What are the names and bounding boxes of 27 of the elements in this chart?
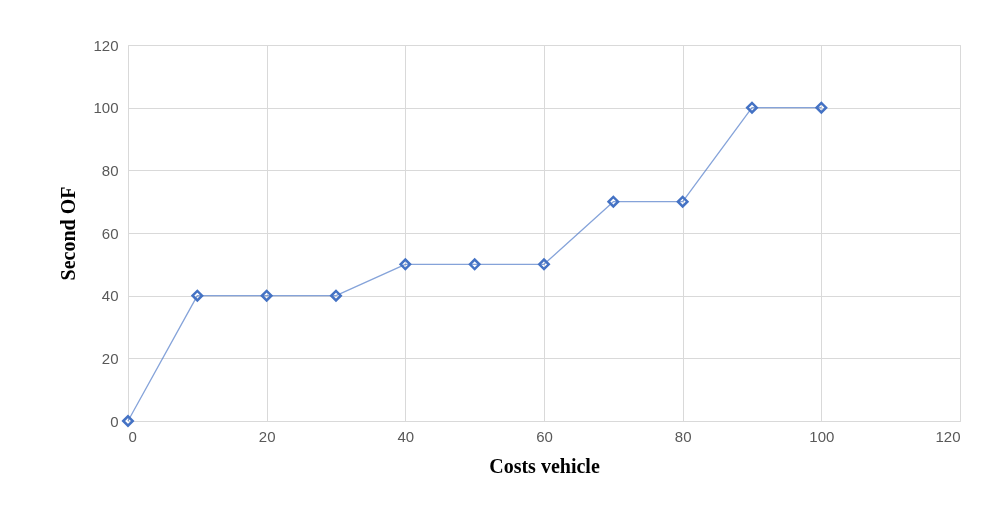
y-tick-label: 100	[93, 99, 119, 117]
y-tick-label: 60	[101, 224, 119, 242]
x-tick-label: 40	[397, 427, 415, 445]
point	[607, 195, 620, 208]
y-axis-title: Second OF	[57, 186, 80, 281]
y-tick-label: 120	[93, 36, 119, 54]
point	[399, 258, 412, 271]
y-tick-label: 40	[101, 287, 119, 305]
point	[676, 195, 689, 208]
point	[746, 101, 758, 114]
x-tick-label: 120	[935, 427, 961, 445]
point	[330, 289, 342, 302]
point	[260, 289, 273, 302]
point	[468, 258, 481, 271]
x-tick-label: 0	[128, 427, 137, 445]
point	[122, 415, 134, 427]
y-tick-label: 20	[101, 349, 119, 367]
y-tick-label: 0	[110, 412, 119, 430]
point	[191, 289, 204, 302]
x-tick-label: 80	[674, 427, 692, 445]
x-tick-label: 100	[809, 427, 835, 445]
x-tick-label: 20	[258, 427, 276, 445]
point	[538, 258, 550, 271]
point	[815, 101, 828, 114]
x-axis-title: Costs vehicle	[489, 454, 600, 477]
y-tick-label: 80	[101, 161, 119, 179]
x-tick-label: 60	[536, 427, 553, 445]
